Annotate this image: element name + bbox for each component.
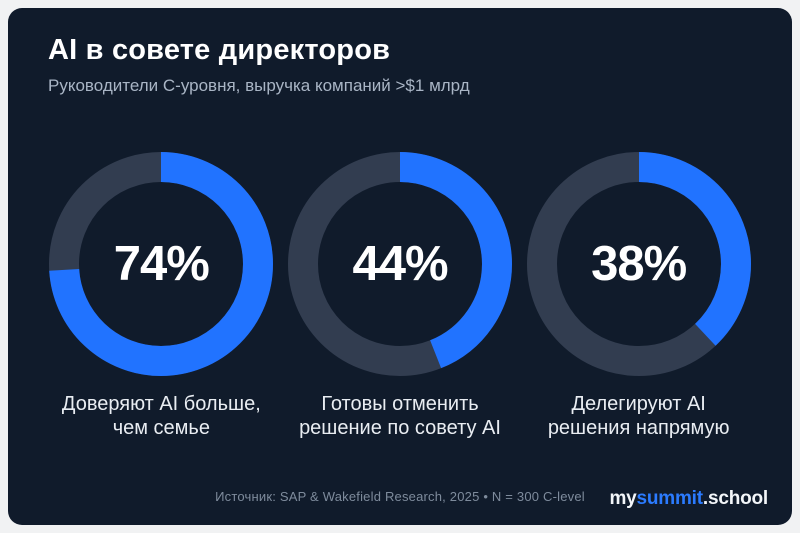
donut-svg-trust xyxy=(49,152,274,376)
donut-chart-row: 74% Доверяют AI больше, чем семье 44% Го… xyxy=(42,152,758,440)
logo-part-school: .school xyxy=(702,488,768,509)
donut-arc-trust xyxy=(49,152,274,376)
page-title: AI в совете директоров xyxy=(48,34,391,66)
donut-ring-trust: 74% xyxy=(49,152,274,376)
header: AI в совете директоров Руководители C-ур… xyxy=(8,8,792,96)
caption-line: решение по совету AI xyxy=(299,417,501,439)
source-note: Источник: SAP & Wakefield Research, 2025… xyxy=(215,489,585,504)
donut-ring-delegate: 38% xyxy=(526,152,751,376)
logo-part-summit: summit xyxy=(636,488,704,509)
donut-chart-trust: 74% Доверяют AI больше, чем семье xyxy=(42,152,281,440)
donut-arc-override xyxy=(288,152,512,376)
page-subtitle: Руководители C-уровня, выручка компаний … xyxy=(48,76,470,95)
caption-line: чем семье xyxy=(112,417,210,439)
logo-part-my: my xyxy=(609,488,637,509)
donut-percent-trust: 74% xyxy=(113,237,210,291)
donut-caption-delegate: Делегируют AI решения напрямую xyxy=(548,392,730,440)
caption-line: решения напрямую xyxy=(547,417,730,439)
donut-chart-delegate: 38% Делегируют AI решения напрямую xyxy=(519,152,758,440)
donut-caption-override: Готовы отменить решение по совету AI xyxy=(299,392,501,440)
donut-caption-trust: Доверяют AI больше, чем семье xyxy=(62,392,261,440)
mysummit-logo: mysummit.school xyxy=(609,488,768,510)
donut-percent-override: 44% xyxy=(352,237,448,291)
donut-svg-override xyxy=(288,152,512,376)
donut-svg-delegate xyxy=(526,152,751,376)
donut-chart-override: 44% Готовы отменить решение по совету AI xyxy=(281,152,520,440)
slide-card: AI в совете директоров Руководители C-ур… xyxy=(8,8,792,525)
caption-line: Готовы отменить xyxy=(321,393,479,415)
donut-percent-delegate: 38% xyxy=(591,237,687,291)
caption-line: Делегируют AI xyxy=(571,393,706,415)
donut-arc-delegate xyxy=(526,152,751,376)
donut-ring-override: 44% xyxy=(288,152,512,376)
caption-line: Доверяют AI больше, xyxy=(61,393,261,415)
